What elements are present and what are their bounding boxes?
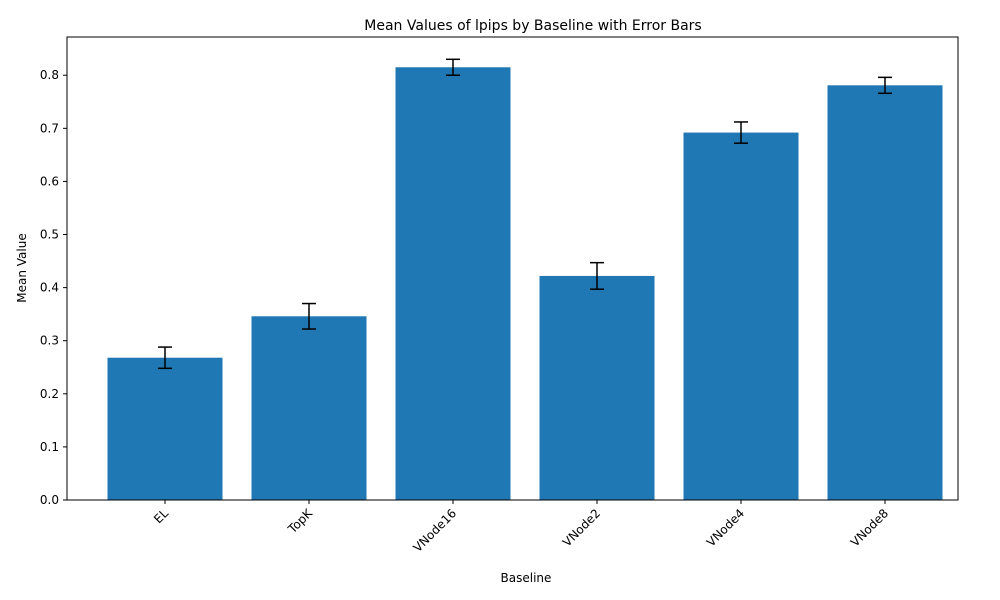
error-bar-el	[158, 346, 172, 370]
y-tick-label: 0.1	[40, 440, 59, 454]
error-bar-vnode2	[590, 261, 604, 290]
chart-title: Mean Values of lpips by Baseline with Er…	[364, 18, 701, 34]
y-tick-label: 0.4	[40, 281, 59, 295]
x-axis-label: Baseline	[501, 571, 552, 585]
bar-vnode4	[683, 132, 799, 500]
bar-vnode8	[827, 85, 943, 500]
y-axis-label: Mean Value	[15, 233, 29, 302]
y-tick-label: 0.8	[40, 68, 59, 82]
error-bar-vnode8	[878, 76, 892, 95]
y-axis-ticks: 0.0 0.1 0.2 0.3 0.4 0.5 0.6 0.7 0.8	[40, 68, 67, 507]
error-bars-layer	[158, 58, 892, 370]
bar-vnode2	[539, 275, 655, 500]
bar-vnode16	[395, 67, 511, 501]
plot-frame	[66, 36, 959, 501]
bar-el	[107, 357, 223, 500]
x-tick-label: VNode4	[704, 506, 747, 549]
y-tick-label: 0.2	[40, 387, 59, 401]
x-tick-label: EL	[151, 506, 171, 526]
y-tick-label: 0.0	[40, 493, 59, 507]
bars-layer	[107, 67, 943, 501]
error-bar-topk	[302, 302, 316, 330]
error-bar-vnode16	[446, 58, 460, 76]
bar-topk	[251, 316, 367, 500]
y-tick-label: 0.7	[40, 121, 59, 135]
x-tick-label: VNode2	[560, 506, 603, 549]
x-axis-ticks: EL TopK VNode16 VNode2 VNode4 VNode8	[151, 500, 891, 555]
y-tick-label: 0.3	[40, 334, 59, 348]
x-tick-label: VNode16	[410, 506, 459, 555]
y-tick-label: 0.6	[40, 174, 59, 188]
error-bar-vnode4	[734, 121, 748, 144]
x-tick-label: TopK	[285, 505, 316, 536]
x-tick-label: VNode8	[848, 506, 891, 549]
y-tick-label: 0.5	[40, 228, 59, 242]
